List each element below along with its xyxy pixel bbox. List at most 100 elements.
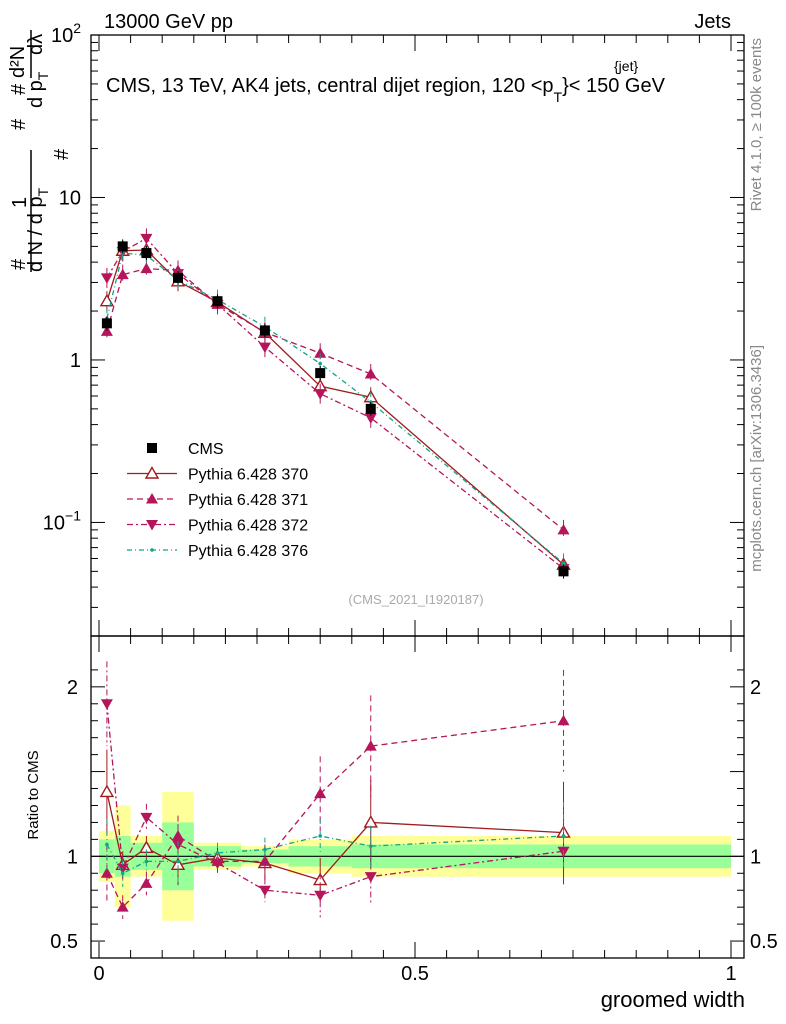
marker-triangle-down <box>258 342 271 354</box>
marker-dot <box>150 548 154 552</box>
tick-base: 10 <box>51 25 73 47</box>
legend-item: Pythia 6.428 376 <box>127 543 308 560</box>
marker-square <box>259 325 270 336</box>
marker-dot <box>144 859 149 864</box>
main-y-tick-label: 10 <box>59 187 81 209</box>
ylabel-dN: d N / d pT <box>25 187 51 272</box>
ylabel-dN-T: T <box>35 187 51 196</box>
marker-square <box>173 272 183 283</box>
main-y-axis-label: # 1 d N / d pT # # # d²N d pT dλ <box>7 30 73 272</box>
marker-square <box>212 296 223 307</box>
ylabel-one: 1 <box>9 197 31 208</box>
main-y-tick-label: 102 <box>51 20 81 47</box>
series-3 <box>100 228 570 579</box>
marker-triangle-down <box>100 699 113 710</box>
marker-triangle-up <box>140 877 153 888</box>
marker-triangle-up <box>116 901 129 912</box>
marker-triangle-down <box>314 890 327 902</box>
marker-triangle-down <box>100 273 113 284</box>
plot-frames <box>90 34 745 959</box>
marker-open-triangle <box>312 872 328 886</box>
ratio-y-tick-label-right: 0.5 <box>750 931 778 953</box>
marker-triangle-down <box>140 233 153 245</box>
tick-base: 10 <box>43 512 65 534</box>
marker-dot <box>318 834 323 838</box>
ratio-y-tick-label-right: 2 <box>750 677 761 699</box>
tick-exponent: −1 <box>65 507 81 523</box>
marker-triangle-up <box>100 325 113 336</box>
marker-triangle-down <box>364 872 377 883</box>
legend-label: Pythia 6.428 370 <box>188 467 308 484</box>
header-right: Jets <box>694 11 731 33</box>
legend-label: CMS <box>188 441 224 458</box>
marker-triangle-up <box>140 262 153 274</box>
series-line <box>106 252 564 564</box>
ratio-y-axis-label: Ratio to CMS <box>25 750 42 839</box>
series-line <box>106 249 564 566</box>
plot-title-prefix: CMS, 13 TeV, AK4 jets, central dijet reg… <box>106 75 554 97</box>
ylabel-dp-T: T <box>35 71 51 80</box>
ratio-y-tick-label: 1 <box>67 846 78 868</box>
x-tick-label: 0 <box>93 963 104 985</box>
marker-triangle-down <box>146 520 158 531</box>
watermark: (CMS_2021_I1920187) <box>348 592 483 607</box>
main-y-tick-label: 1 <box>70 350 81 372</box>
ratio-series-line <box>106 703 564 896</box>
marker-open-triangle <box>363 815 378 828</box>
legend: CMS Pythia 6.428 370 Pythia 6.428 371 Pythi… <box>127 441 308 560</box>
marker-dot <box>105 842 109 847</box>
marker-triangle-up <box>172 829 184 841</box>
legend-label: Pythia 6.428 371 <box>188 492 308 509</box>
series-4 <box>105 243 566 574</box>
marker-open-triangle <box>99 293 115 307</box>
marker-square <box>558 566 569 577</box>
series-2 <box>100 258 570 540</box>
ylabel-hash-3: # <box>51 148 73 160</box>
ylabel-dN-text: d N / d p <box>25 196 47 272</box>
marker-dot <box>215 851 220 855</box>
marker-dot <box>176 859 180 864</box>
marker-triangle-up <box>146 493 158 504</box>
marker-triangle-up <box>364 367 377 379</box>
plot-title-sub: T <box>554 89 563 105</box>
ratio-y-tick-label-right: 1 <box>750 846 761 868</box>
marker-square <box>315 368 326 379</box>
marker-triangle-up <box>258 855 271 866</box>
plot-title-sup: {jet} <box>614 58 638 74</box>
marker-square <box>117 241 128 252</box>
ratio-y-tick-label: 0.5 <box>50 931 78 953</box>
legend-label: Pythia 6.428 372 <box>188 518 308 535</box>
ylabel-d2N: d²N <box>7 46 29 78</box>
marker-triangle-up <box>314 787 327 799</box>
series-layer <box>99 228 571 920</box>
legend-label: Pythia 6.428 376 <box>188 543 308 560</box>
ylabel-hash-2: # <box>8 118 30 130</box>
x-tick-label: 0.5 <box>401 963 429 985</box>
series-line <box>106 267 564 531</box>
marker-open-triangle <box>99 784 115 798</box>
tick-exponent: 2 <box>73 20 81 36</box>
series-line <box>106 237 564 570</box>
marker-triangle-down <box>258 885 271 897</box>
marker-triangle-up <box>314 347 327 358</box>
x-axis-label: groomed width <box>601 987 745 1012</box>
marker-dot <box>318 361 323 366</box>
marker-triangle-up <box>116 268 129 280</box>
header-left: 13000 GeV pp <box>104 11 233 33</box>
marker-dot <box>561 834 566 838</box>
ylabel-dp-text: d p <box>25 80 47 108</box>
ratio-plot-frame <box>90 635 745 959</box>
mcplots-label: mcplots.cern.ch [arXiv:1306.3436] <box>748 345 765 572</box>
ylabel-hash-1: # <box>8 258 30 270</box>
marker-triangle-up <box>364 740 377 751</box>
marker-triangle-up <box>100 867 113 878</box>
marker-triangle-down <box>140 812 153 824</box>
marker-dot <box>368 844 373 848</box>
plot-title-suffix: }< 150 GeV <box>562 75 666 97</box>
ylabel-hash-4: # <box>8 83 30 95</box>
marker-triangle-up <box>557 714 570 726</box>
ylabel-dp: d pT <box>25 71 51 108</box>
marker-dot <box>561 561 566 566</box>
legend-item: Pythia 6.428 371 <box>127 492 308 509</box>
